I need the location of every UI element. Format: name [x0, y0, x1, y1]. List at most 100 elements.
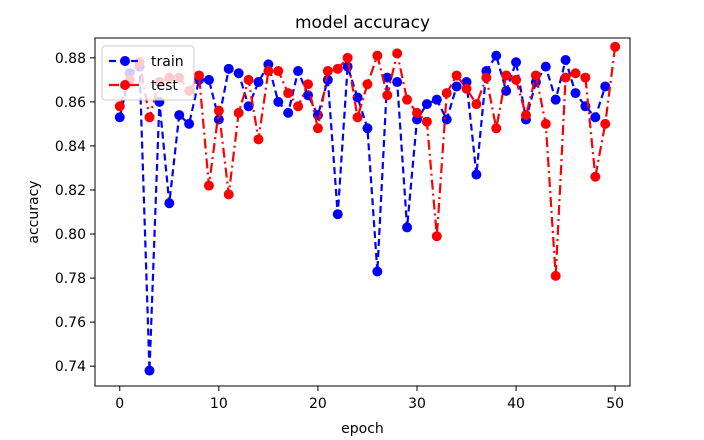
data-point-train	[322, 74, 333, 85]
y-tick-label: 0.88	[55, 51, 86, 67]
data-point-train	[332, 209, 343, 220]
data-point-test	[540, 118, 551, 129]
series-layer	[114, 41, 621, 376]
x-tick-label: 0	[115, 396, 124, 412]
data-point-train	[362, 123, 373, 134]
data-point-test	[570, 68, 581, 79]
legend-label-test: test	[151, 78, 178, 94]
data-point-train	[233, 68, 244, 79]
data-point-train	[164, 198, 175, 209]
data-point-train	[421, 99, 432, 110]
x-axis-ticks: 0 10 20 30 40 50	[115, 386, 624, 412]
data-point-test	[263, 66, 274, 77]
data-point-test	[342, 52, 353, 63]
data-point-test	[322, 66, 333, 77]
data-point-train	[441, 114, 452, 125]
data-point-test	[194, 70, 205, 81]
data-point-train	[213, 114, 224, 125]
data-point-test	[312, 123, 323, 134]
data-point-test	[501, 70, 512, 81]
y-tick-label: 0.82	[55, 183, 86, 199]
data-point-test	[402, 94, 413, 105]
y-axis-ticks: 0.74 0.76 0.78 0.80 0.82 0.84 0.86 0.88	[55, 51, 95, 375]
data-point-test	[491, 123, 502, 134]
y-tick-label: 0.80	[55, 227, 86, 243]
data-point-test	[481, 72, 492, 83]
data-point-train	[223, 63, 234, 74]
x-tick-label: 20	[309, 396, 327, 412]
x-tick-label: 40	[507, 396, 525, 412]
x-axis-label: epoch	[341, 421, 384, 437]
plot-frame	[94, 37, 631, 387]
data-point-train	[402, 222, 413, 233]
data-point-test	[273, 66, 284, 77]
series-line-train	[118, 54, 607, 372]
legend-label-train: train	[151, 54, 184, 70]
legend: train test	[101, 45, 195, 101]
data-point-train	[114, 112, 125, 123]
data-point-test	[520, 110, 531, 121]
data-point-train	[570, 88, 581, 99]
data-point-train	[382, 72, 393, 83]
data-point-test	[144, 112, 155, 123]
data-point-test	[441, 88, 452, 99]
data-point-train	[372, 266, 383, 277]
x-tick-label: 50	[606, 396, 624, 412]
x-tick-label: 10	[210, 396, 228, 412]
data-point-test	[451, 70, 462, 81]
data-point-train	[511, 57, 522, 68]
series-line-test	[118, 46, 617, 277]
data-point-test	[610, 41, 621, 52]
data-point-test	[382, 90, 393, 101]
data-point-test	[372, 50, 383, 61]
data-point-train	[491, 50, 502, 61]
y-tick-label: 0.86	[55, 95, 86, 111]
data-point-train	[203, 74, 214, 85]
data-point-test	[114, 101, 125, 112]
x-tick-label: 30	[408, 396, 426, 412]
data-point-test	[213, 105, 224, 116]
data-point-train	[273, 96, 284, 107]
data-point-train	[560, 55, 571, 66]
data-point-test	[283, 88, 294, 99]
y-tick-label: 0.78	[55, 271, 86, 287]
data-point-train	[431, 94, 442, 105]
chart-title: model accuracy	[295, 13, 430, 33]
data-point-train	[293, 66, 304, 77]
y-axis-label: accuracy	[26, 180, 42, 243]
data-point-test	[303, 79, 314, 90]
data-point-test	[431, 231, 442, 242]
data-point-train	[243, 101, 254, 112]
data-point-test	[243, 74, 254, 85]
data-point-train	[451, 81, 462, 92]
data-point-test	[471, 99, 482, 110]
legend-marker-test	[120, 80, 130, 90]
legend-marker-train	[120, 56, 130, 66]
data-point-test	[600, 118, 611, 129]
data-point-train	[352, 92, 363, 103]
data-point-test	[530, 70, 541, 81]
data-point-train	[540, 61, 551, 72]
data-point-test	[560, 72, 571, 83]
data-point-test	[580, 72, 591, 83]
data-point-train	[283, 107, 294, 118]
y-tick-label: 0.74	[55, 359, 86, 375]
data-point-test	[352, 112, 363, 123]
data-point-test	[332, 63, 343, 74]
data-point-test	[411, 107, 422, 118]
data-point-test	[511, 74, 522, 85]
data-point-test	[293, 101, 304, 112]
data-point-train	[144, 365, 155, 376]
data-point-test	[223, 189, 234, 200]
data-point-train	[550, 94, 561, 105]
y-tick-label: 0.76	[55, 315, 86, 331]
data-point-test	[362, 79, 373, 90]
data-point-train	[600, 81, 611, 92]
data-point-train	[184, 118, 195, 129]
y-tick-label: 0.84	[55, 139, 86, 155]
data-point-test	[253, 134, 264, 145]
data-point-train	[253, 77, 264, 88]
data-point-test	[550, 270, 561, 281]
data-point-train	[392, 77, 403, 88]
